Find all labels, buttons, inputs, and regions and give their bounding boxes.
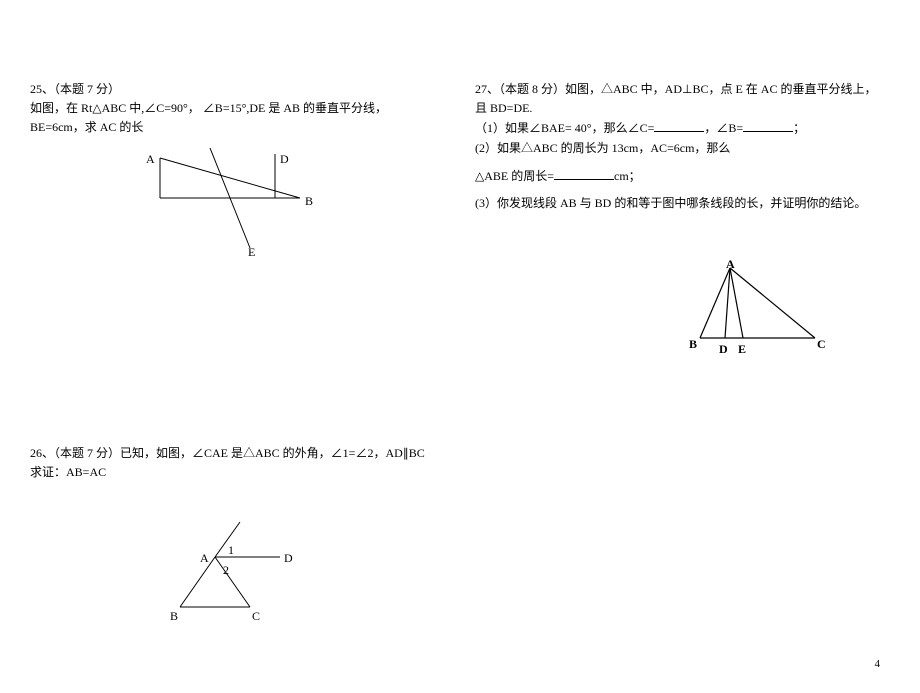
figure-label-d: D <box>719 340 728 359</box>
p25-header: 25、（本题 7 分） <box>30 82 120 96</box>
right-column: 27、（本题 8 分）如图，△ABC 中，AD⊥BC，点 E 在 AC 的垂直平… <box>475 80 890 673</box>
p27-sub2bb: cm； <box>614 169 641 183</box>
page-number: 4 <box>875 658 881 670</box>
problem-25: 25、（本题 7 分） 如图，在 Rt△ABC 中,∠C=90°， ∠B=15°… <box>30 80 445 264</box>
p27-sub1b: ，∠B= <box>704 121 743 135</box>
figure-label-b: B <box>170 607 178 626</box>
p26-line1: 求证：AB=AC <box>30 465 106 479</box>
p26-header: 26、（本题 7 分）已知，如图，∠CAE 是△ABC 的外角，∠1=∠2，AD… <box>30 446 425 460</box>
left-column: 25、（本题 7 分） 如图，在 Rt△ABC 中,∠C=90°， ∠B=15°… <box>30 80 445 673</box>
figure-label-d: D <box>280 150 289 169</box>
blank-b <box>743 118 793 132</box>
blank-perimeter <box>554 166 614 180</box>
p27-sub3: (3）你发现线段 AB 与 BD 的和等于图中哪条线段的长，并证明你的结论。 <box>475 196 866 210</box>
p27-sub1a: （1）如果∠BAE= 40°，那么∠C= <box>475 121 654 135</box>
p25-line1: 如图，在 Rt△ABC 中,∠C=90°， ∠B=15°,DE 是 AB 的垂直… <box>30 101 387 115</box>
figure-label-c: C <box>817 335 826 354</box>
figure-label-b: B <box>689 335 697 354</box>
problem-27: 27、（本题 8 分）如图，△ABC 中，AD⊥BC，点 E 在 AC 的垂直平… <box>475 80 890 369</box>
p27-sub1c: ； <box>793 121 805 135</box>
figure-label-1: 1 <box>228 541 234 560</box>
figure-label-e: E <box>738 340 746 359</box>
p27-header: 27、（本题 8 分）如图，△ABC 中，AD⊥BC，点 E 在 AC 的垂直平… <box>475 82 876 96</box>
figure-label-a: A <box>200 549 209 568</box>
p26-figure: A D B C 12 <box>160 507 445 633</box>
p27-sub2: (2）如果△ABC 的周长为 13cm，AC=6cm，那么 <box>475 141 730 155</box>
figure-label-e: E <box>248 243 255 262</box>
figure-label-a: A <box>726 255 735 274</box>
p27-figure: ABCDE <box>675 263 890 369</box>
blank-c <box>654 118 704 132</box>
p27-line1: 且 BD=DE. <box>475 101 532 115</box>
figure-label-b: B <box>305 192 313 211</box>
figure-label-d: D <box>284 549 293 568</box>
figure-label-c: C <box>252 607 260 626</box>
p25-figure: A B D E <box>120 148 445 264</box>
p25-line2: BE=6cm，求 AC 的长 <box>30 120 143 134</box>
problem-26: 26、（本题 7 分）已知，如图，∠CAE 是△ABC 的外角，∠1=∠2，AD… <box>30 444 445 634</box>
figure-label-a: A <box>146 150 155 169</box>
figure-label-2: 2 <box>223 561 229 580</box>
p27-sub2ba: △ABE 的周长= <box>475 169 554 183</box>
